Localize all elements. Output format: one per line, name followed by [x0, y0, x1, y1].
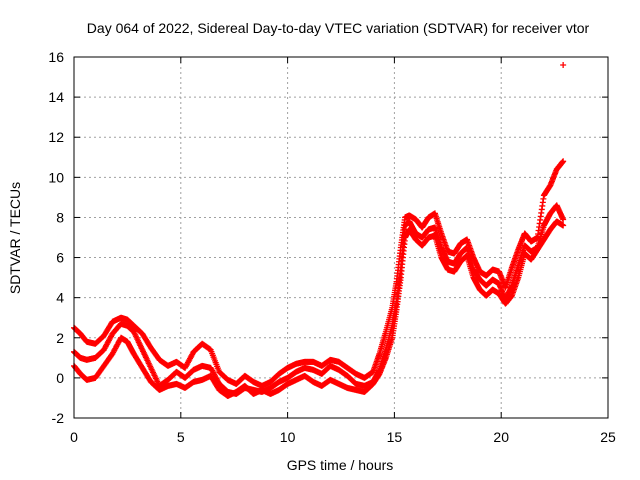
- y-tick-label: 16: [48, 49, 64, 65]
- y-tick-label: 4: [56, 290, 64, 306]
- x-tick-labels: 0 5 10 15 20 25: [70, 429, 616, 445]
- x-tick-label: 10: [280, 429, 296, 445]
- x-tick-label: 5: [177, 429, 185, 445]
- y-tick-label: 8: [56, 209, 64, 225]
- data-point: [560, 216, 567, 223]
- x-axis-label: GPS time / hours: [287, 457, 394, 473]
- y-tick-labels: -2 0 2 4 6 8 10 12 14 16: [48, 49, 64, 426]
- y-tick-label: 14: [48, 89, 64, 105]
- axis-ticks: [73, 56, 609, 419]
- y-tick-label: 0: [56, 370, 64, 386]
- y-tick-label: 12: [48, 129, 64, 145]
- data-points: [71, 62, 567, 399]
- data-point: [560, 158, 567, 165]
- y-axis-label: SDTVAR / TECUs: [7, 182, 23, 294]
- x-tick-label: 15: [387, 429, 403, 445]
- outlier-point: [560, 62, 567, 69]
- y-tick-label: -2: [52, 410, 65, 426]
- y-tick-label: 2: [56, 330, 64, 346]
- x-tick-label: 0: [70, 429, 78, 445]
- plot-frame: [73, 56, 609, 419]
- x-tick-label: 25: [600, 429, 616, 445]
- y-tick-label: 10: [48, 169, 64, 185]
- chart-title: Day 064 of 2022, Sidereal Day-to-day VTE…: [87, 20, 590, 36]
- y-tick-label: 6: [56, 250, 64, 266]
- x-tick-label: 20: [493, 429, 509, 445]
- data-point: [560, 222, 567, 229]
